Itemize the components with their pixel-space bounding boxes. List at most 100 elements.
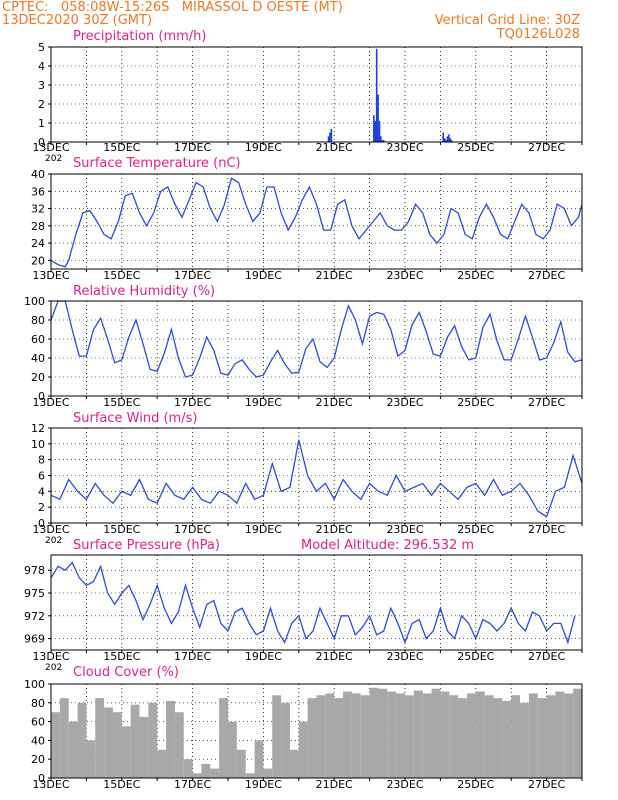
precip-bar — [327, 136, 330, 142]
precip-bar — [374, 121, 377, 142]
precip-bar — [448, 134, 450, 142]
y-tick-label: 40 — [31, 352, 45, 365]
y-tick-label: 40 — [31, 734, 45, 747]
x-tick-label: 17DEC — [174, 778, 211, 791]
precip-bar — [450, 140, 453, 142]
precip-bar — [382, 140, 385, 142]
cloud-bar — [245, 773, 255, 778]
cloud-bar — [493, 698, 503, 778]
y-tick-label: 969 — [24, 633, 45, 646]
y-tick-label: 32 — [31, 203, 45, 216]
cloud-bar — [396, 693, 405, 778]
cloud-bar — [166, 700, 175, 778]
precip-bar — [442, 132, 445, 142]
cloud-bar — [555, 691, 565, 778]
x-tick-label: 27DEC — [528, 778, 565, 791]
y-tick-label: 0 — [38, 517, 45, 530]
cloud-bar — [174, 712, 184, 778]
y-tick-label: 80 — [31, 697, 45, 710]
precip-bar — [381, 140, 384, 142]
cloud-bar — [564, 693, 574, 778]
x-tick-label: 19DEC — [245, 778, 282, 791]
cloud-bar — [219, 698, 228, 778]
y-tick-label: 2 — [38, 501, 45, 514]
cloud-bar — [77, 702, 87, 778]
cloud-bar — [325, 693, 335, 778]
cloud-bar — [537, 698, 547, 778]
x-tick-label: 25DEC — [457, 396, 494, 409]
year-stub: 202 — [45, 536, 62, 546]
x-tick-label: 13DEC — [32, 650, 69, 663]
precip-bar — [375, 48, 378, 142]
x-tick-label: 23DEC — [386, 269, 423, 282]
panel-0: 0 1 2 3 4 5 13DEC 15DEC 17DEC 19DEC 21DEC 23DEC 25DE… — [32, 41, 583, 164]
x-tick-label: 15DEC — [103, 523, 140, 536]
y-tick-label: 8 — [38, 454, 45, 467]
cloud-bar — [546, 695, 556, 778]
y-tick-label: 2 — [38, 98, 45, 111]
x-tick-label: 21DEC — [316, 141, 353, 154]
precip-bar — [373, 115, 375, 142]
x-tick-label: 17DEC — [174, 523, 211, 536]
y-tick-label: 0 — [38, 390, 45, 403]
x-tick-label: 23DEC — [386, 396, 423, 409]
x-tick-label: 15DEC — [103, 396, 140, 409]
cloud-bar — [343, 691, 352, 778]
cloud-bar — [405, 695, 414, 778]
y-tick-label: 36 — [31, 185, 45, 198]
y-tick-label: 4 — [38, 485, 45, 498]
x-tick-label: 19DEC — [245, 141, 282, 154]
cloud-bar — [334, 698, 344, 778]
x-tick-label: 19DEC — [245, 523, 282, 536]
precip-bar — [380, 136, 382, 142]
cloud-bar — [228, 721, 237, 778]
y-tick-label: 6 — [38, 470, 45, 483]
cloud-bar — [59, 698, 69, 778]
x-tick-label: 17DEC — [174, 396, 211, 409]
cloud-bar — [520, 702, 529, 778]
cloud-bar — [272, 695, 282, 778]
x-tick-label: 13DEC — [32, 396, 69, 409]
cloud-bar — [95, 698, 105, 778]
precip-bar — [449, 138, 452, 142]
precip-bar — [443, 138, 446, 142]
panel-1: 20 24 28 32 36 40 13DEC 15DEC 17DEC 19DEC 21DEC 23D… — [31, 168, 583, 282]
y-tick-label: 80 — [31, 314, 45, 327]
cloud-bar — [157, 749, 167, 778]
plot-frame — [50, 554, 583, 651]
precip-bar — [330, 128, 333, 142]
cloud-bar — [298, 721, 308, 778]
y-tick-label: 0 — [38, 772, 45, 785]
panel-title-wind: Surface Wind (m/s) — [73, 411, 198, 426]
panel-5: 0 20 40 60 80 100 13DEC 15DEC 17DEC 19DEC 21DEC 23D… — [24, 678, 583, 791]
x-tick-label: 13DEC — [32, 778, 69, 791]
y-tick-label: 975 — [24, 587, 45, 600]
x-tick-label: 15DEC — [103, 269, 140, 282]
x-tick-label: 25DEC — [457, 650, 494, 663]
y-tick-label: 20 — [31, 753, 45, 766]
precip-bar — [378, 121, 381, 142]
cloud-bar — [236, 749, 246, 778]
cloud-bar — [210, 768, 220, 778]
year-stub: 202 — [45, 663, 62, 673]
cloud-bar — [449, 695, 459, 778]
x-tick-label: 25DEC — [457, 269, 494, 282]
plot-frame — [50, 427, 583, 524]
x-tick-label: 15DEC — [103, 778, 140, 791]
panel-title-humidity: Relative Humidity (%) — [73, 284, 216, 299]
cloud-bar — [413, 690, 423, 778]
y-tick-label: 40 — [31, 168, 45, 181]
y-tick-label: 100 — [24, 295, 45, 308]
x-tick-label: 13DEC — [32, 523, 69, 536]
plot-frame — [50, 683, 583, 779]
y-tick-label: 4 — [38, 60, 45, 73]
panel-title-pressure: Surface Pressure (hPa) — [73, 538, 220, 553]
cloud-bar — [351, 693, 361, 778]
cloud-bar — [378, 688, 388, 778]
cloud-bar — [422, 693, 432, 778]
cloud-bar — [192, 773, 202, 778]
cloud-bar — [104, 707, 113, 778]
precip-bar — [377, 94, 379, 142]
y-tick-label: 10 — [31, 438, 45, 451]
